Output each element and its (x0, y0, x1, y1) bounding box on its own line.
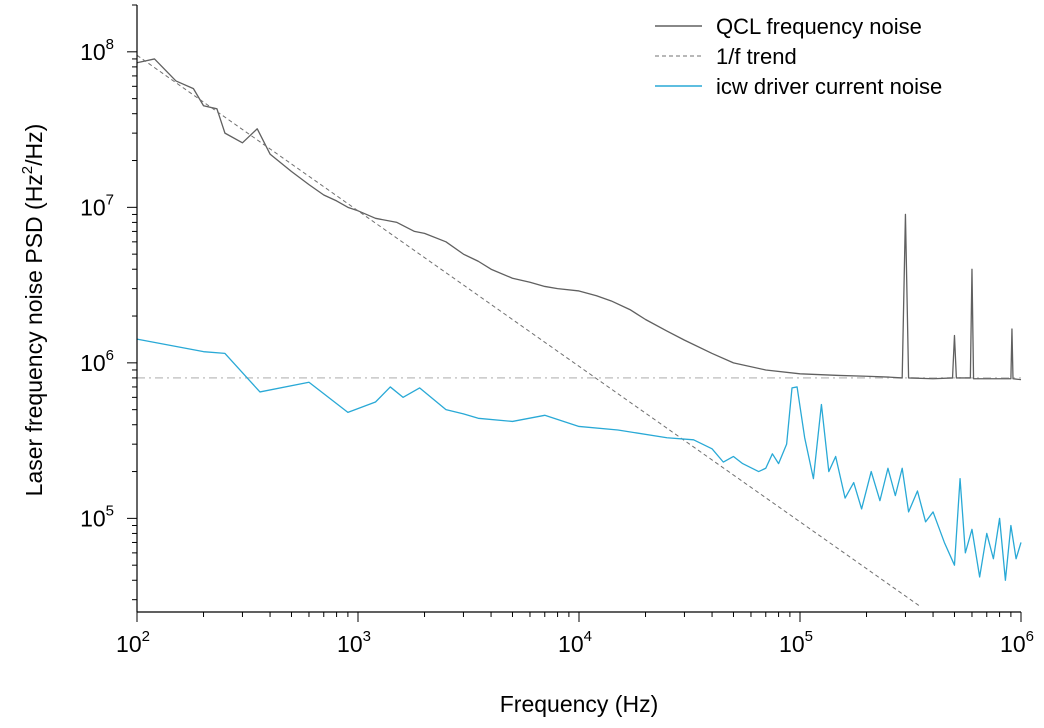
x-tick-label: 103 (337, 628, 371, 657)
x-tick-base: 10 (1000, 631, 1026, 657)
x-tick-base: 10 (337, 631, 363, 657)
y-tick-base: 10 (80, 39, 106, 65)
y-tick-base: 10 (80, 194, 106, 220)
series-line-qcl-frequency-noise (136, 58, 1022, 381)
y-tick-base: 10 (80, 350, 106, 376)
x-tick-exponent: 3 (363, 628, 371, 645)
x-tick-exponent: 2 (142, 628, 150, 645)
x-tick-base: 10 (779, 631, 805, 657)
y-tick-exponent: 6 (106, 347, 114, 364)
y-tick-exponent: 5 (106, 502, 114, 519)
x-tick-exponent: 6 (1026, 628, 1034, 645)
y-tick-label: 106 (80, 347, 114, 376)
x-tick-label: 102 (116, 628, 150, 657)
y-tick-exponent: 8 (106, 36, 114, 53)
y-tick-exponent: 7 (106, 191, 114, 208)
x-tick-exponent: 5 (805, 628, 813, 645)
y-tick-label: 107 (80, 191, 114, 220)
legend-label-qcl: QCL frequency noise (716, 14, 922, 39)
y-axis-label-main: Laser frequency noise PSD (Hz (21, 174, 47, 496)
legend: QCL frequency noise 1/f trend icw driver… (655, 14, 942, 99)
legend-label-icw: icw driver current noise (716, 74, 942, 99)
series-line-icw-current-noise (136, 338, 1022, 581)
y-axis-label-sup: 2 (19, 166, 36, 174)
x-tick-exponent: 4 (584, 628, 592, 645)
x-axis-label: Frequency (Hz) (500, 691, 658, 717)
y-tick-label: 108 (80, 36, 114, 65)
series-line-one-over-f-trend (136, 54, 921, 607)
legend-label-trend: 1/f trend (716, 44, 797, 69)
x-tick-label: 105 (779, 628, 813, 657)
x-tick-label: 104 (558, 628, 592, 657)
y-axis-label-end: /Hz) (21, 124, 47, 166)
y-tick-base: 10 (80, 505, 106, 531)
x-tick-base: 10 (558, 631, 584, 657)
y-tick-label: 105 (80, 502, 114, 531)
y-axis-label: Laser frequency noise PSD (Hz2/Hz) (19, 124, 47, 497)
x-tick-label: 106 (1000, 628, 1034, 657)
x-tick-base: 10 (116, 631, 142, 657)
